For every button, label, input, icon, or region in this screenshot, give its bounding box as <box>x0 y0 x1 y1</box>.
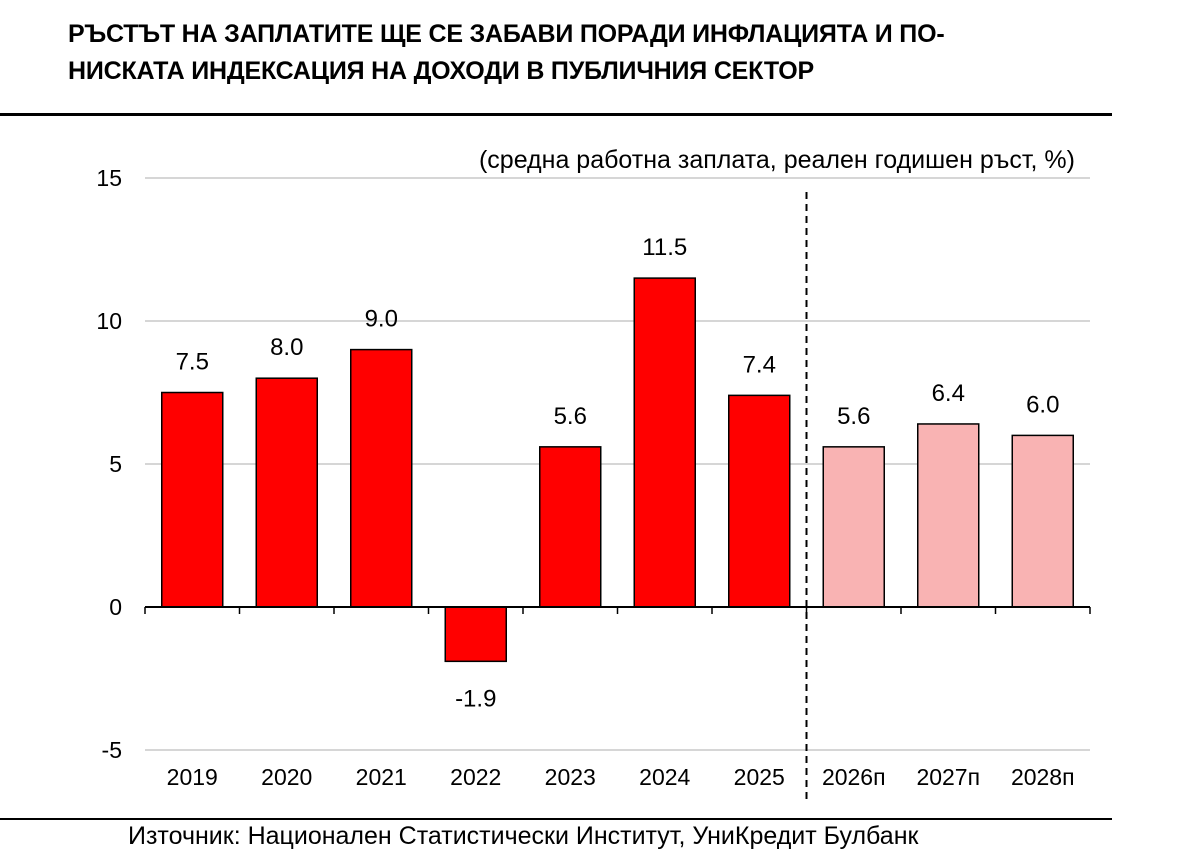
x-tick-label: 2027п <box>916 764 980 790</box>
source-divider <box>0 818 1112 820</box>
x-tick-label: 2024 <box>639 764 690 790</box>
title-divider <box>0 113 1112 116</box>
axes <box>144 192 1091 800</box>
data-label: 9.0 <box>365 306 398 333</box>
data-label: 7.4 <box>743 351 776 378</box>
x-tick-label: 2022 <box>450 764 501 790</box>
y-tick-label: 15 <box>96 165 122 191</box>
bar <box>539 446 602 608</box>
x-tick-label: 2025 <box>734 764 785 790</box>
data-label: 7.5 <box>176 349 209 376</box>
data-label: 5.6 <box>554 403 587 430</box>
bar <box>728 394 791 608</box>
data-label: -1.9 <box>455 685 496 712</box>
bar <box>917 423 980 608</box>
data-label: 6.4 <box>932 380 965 407</box>
chart-title-line-1: РЪСТЪТ НА ЗАПЛАТИТЕ ЩЕ СЕ ЗАБАВИ ПОРАДИ … <box>68 20 945 48</box>
bar <box>1011 434 1074 608</box>
x-tick-label: 2020 <box>261 764 312 790</box>
bars <box>161 277 1074 663</box>
source-note: Източник: Национален Статистически Инсти… <box>128 822 919 850</box>
x-tick-label: 2021 <box>356 764 407 790</box>
data-label: 11.5 <box>642 234 687 261</box>
data-label: 8.0 <box>270 334 303 361</box>
x-tick-label: 2023 <box>545 764 596 790</box>
data-label: 5.6 <box>837 403 870 430</box>
labels: -5 0 5 10 15 7.5 2019 8.0 2020 9.0 2021 -1.9 2022 5.6… <box>96 146 1075 790</box>
y-tick-label: -5 <box>102 737 122 763</box>
bar <box>444 606 507 663</box>
y-tick-label: 5 <box>109 451 122 477</box>
bar <box>633 277 696 608</box>
y-tick-label: 0 <box>109 594 122 620</box>
x-tick-label: 2026п <box>822 764 886 790</box>
x-tick-label: 2028п <box>1011 764 1075 790</box>
bar <box>161 391 224 608</box>
data-label: 6.0 <box>1026 391 1059 418</box>
x-tick-label: 2019 <box>167 764 218 790</box>
chart-subtitle: (средна работна заплата, реален годишен … <box>479 146 1075 174</box>
bar <box>255 377 318 608</box>
bar <box>822 446 885 608</box>
chart-title-line-2: НИСКАТА ИНДЕКСАЦИЯ НА ДОХОДИ В ПУБЛИЧНИЯ… <box>68 57 814 85</box>
bar <box>350 348 413 608</box>
chart-title: РЪСТЪТ НА ЗАПЛАТИТЕ ЩЕ СЕ ЗАБАВИ ПОРАДИ … <box>68 16 1128 90</box>
y-tick-label: 10 <box>96 308 122 334</box>
gridlines <box>145 177 1090 751</box>
